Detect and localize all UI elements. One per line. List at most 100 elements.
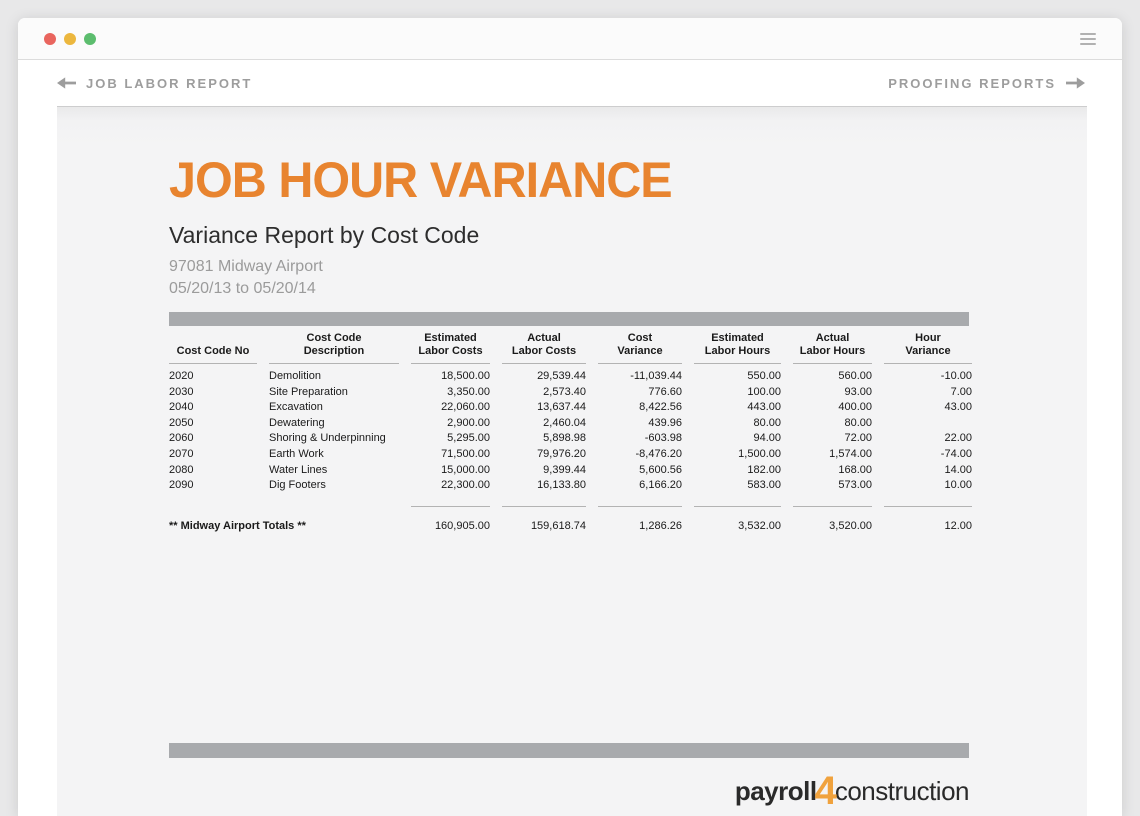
- company-logo: payroll4construction: [169, 767, 970, 816]
- window-titlebar: [18, 18, 1122, 60]
- table-row: 2090 Dig Footers 22,300.00 16,133.80 6,166.2…: [169, 478, 972, 494]
- table-cell: 10.00: [944, 479, 972, 492]
- table-cell: -74.00: [940, 447, 972, 460]
- table-cell: 72.00: [844, 432, 872, 445]
- table-cell: Dewatering: [269, 416, 325, 429]
- totals-value: 1,286.26: [639, 519, 682, 532]
- table-cell: 182.00: [747, 463, 781, 476]
- table-row: 2020 Demolition 18,500.00 29,539.44 -11,039.…: [169, 364, 972, 385]
- report-title: JOB HOUR VARIANCE: [169, 152, 673, 208]
- table-header-cell: Hour Variance: [884, 332, 972, 364]
- report-subtitle: Variance Report by Cost Code: [169, 222, 480, 248]
- table-cell: 22.00: [944, 432, 972, 445]
- table-cell: 2070: [169, 447, 194, 460]
- report-job-name: 97081 Midway Airport: [169, 258, 323, 275]
- totals-row: ** Midway Airport Totals ** 160,905.00 159…: [169, 519, 972, 535]
- table-header-cell: Estimated Labor Hours: [694, 332, 781, 364]
- table-cell: Shoring & Underpinning: [269, 432, 386, 445]
- table-header-cell: Cost Code Description: [269, 332, 399, 364]
- table-cell: 550.00: [747, 370, 781, 382]
- table-cell: 8,422.56: [639, 401, 682, 414]
- table-cell: Earth Work: [269, 447, 324, 460]
- table-cell: 776.60: [648, 385, 682, 398]
- table-cell: 18,500.00: [441, 370, 490, 382]
- table-cell: 3,350.00: [447, 385, 490, 398]
- table-header-cell: Cost Variance: [598, 332, 682, 364]
- table-cell: 443.00: [747, 401, 781, 414]
- table-cell: 573.00: [838, 479, 872, 492]
- table-cell: 168.00: [838, 463, 872, 476]
- table-cell: 15,000.00: [441, 463, 490, 476]
- table-cell: 100.00: [747, 385, 781, 398]
- variance-table: Cost Code No Cost Code Description Estimat…: [157, 332, 984, 534]
- table-cell: 80.00: [753, 416, 781, 429]
- table-cell: Dig Footers: [269, 479, 326, 492]
- table-header-cell: Cost Code No: [169, 332, 257, 364]
- table-gap-row: [169, 494, 972, 506]
- nav-forward-label: PROOFING REPORTS: [888, 75, 1056, 91]
- table-cell: 1,574.00: [829, 447, 872, 460]
- table-cell: -8,476.20: [635, 447, 682, 460]
- table-cell: 29,539.44: [537, 370, 586, 382]
- logo-text-4: 4: [814, 769, 837, 813]
- table-cell: 583.00: [747, 479, 781, 492]
- table-cell: 5,600.56: [639, 463, 682, 476]
- footer-bar-divider: [169, 743, 969, 758]
- report-page: JOB HOUR VARIANCE Variance Report by Cos…: [57, 106, 1087, 816]
- table-cell: Demolition: [269, 370, 321, 382]
- table-row: 2070 Earth Work 71,500.00 79,976.20 -8,476.2…: [169, 447, 972, 463]
- app-window: JOB LABOR REPORT PROOFING REPORTS JOB HO…: [18, 18, 1122, 816]
- table-cell: 94.00: [753, 432, 781, 445]
- table-cell: -11,039.44: [630, 370, 682, 382]
- table-row: 2040 Excavation 22,060.00 13,637.44 8,422.56…: [169, 400, 972, 416]
- table-cell: Excavation: [269, 401, 323, 414]
- table-cell: 7.00: [950, 385, 972, 398]
- table-cell: 2060: [169, 432, 194, 445]
- close-window-icon[interactable]: [44, 32, 56, 45]
- table-row: 2030 Site Preparation 3,350.00 2,573.40 776.…: [169, 385, 972, 401]
- table-cell: 16,133.80: [537, 479, 586, 492]
- table-cell: Water Lines: [269, 463, 328, 476]
- table-cell: 2040: [169, 401, 194, 414]
- table-cell: 79,976.20: [537, 447, 586, 460]
- table-cell: 13,637.44: [537, 401, 586, 414]
- table-cell: 71,500.00: [441, 447, 490, 460]
- arrow-right-icon: [1066, 77, 1085, 89]
- table-cell: 2,573.40: [543, 385, 586, 398]
- table-header-cell: Actual Labor Costs: [502, 332, 586, 364]
- table-cell: -10.00: [940, 370, 972, 382]
- nav-back-button[interactable]: JOB LABOR REPORT: [57, 76, 252, 91]
- table-cell: 22,060.00: [441, 401, 490, 414]
- zoom-window-icon[interactable]: [84, 32, 96, 45]
- table-header-cell: Estimated Labor Costs: [411, 332, 490, 364]
- table-cell: 43.00: [944, 401, 972, 414]
- table-cell: 9,399.44: [543, 463, 586, 476]
- table-cell: 2,460.04: [543, 416, 586, 429]
- header-bar-divider: [169, 312, 969, 326]
- table-cell: 2030: [169, 385, 194, 398]
- logo-text-payroll: payroll: [734, 776, 817, 806]
- hamburger-menu-icon[interactable]: [1076, 27, 1100, 51]
- table-cell: 1,500.00: [738, 447, 781, 460]
- totals-separator-row: [169, 505, 972, 519]
- nav-forward-button[interactable]: PROOFING REPORTS: [888, 76, 1085, 91]
- totals-value: 3,520.00: [829, 519, 872, 532]
- minimize-window-icon[interactable]: [64, 32, 76, 45]
- table-cell: [884, 416, 972, 432]
- report-date-range: 05/20/13 to 05/20/14: [169, 280, 316, 297]
- report-footer: payroll4construction: [169, 743, 970, 816]
- report-navbar: JOB LABOR REPORT PROOFING REPORTS: [18, 60, 1122, 106]
- table-cell: 6,166.20: [639, 479, 682, 492]
- table-header-cell: Actual Labor Hours: [793, 332, 872, 364]
- nav-back-label: JOB LABOR REPORT: [86, 75, 253, 91]
- table-cell: 560.00: [838, 370, 872, 382]
- table-cell: 80.00: [844, 416, 872, 429]
- totals-label: ** Midway Airport Totals **: [169, 519, 306, 532]
- table-cell: 5,898.98: [543, 432, 586, 445]
- table-row: 2050 Dewatering 2,900.00 2,460.04 439.96 80.0…: [169, 416, 972, 432]
- table-cell: 400.00: [838, 401, 872, 414]
- totals-value: 3,532.00: [738, 519, 781, 532]
- table-cell: 439.96: [648, 416, 682, 429]
- variance-table-container: Cost Code No Cost Code Description Estimat…: [169, 332, 972, 534]
- table-cell: 14.00: [944, 463, 972, 476]
